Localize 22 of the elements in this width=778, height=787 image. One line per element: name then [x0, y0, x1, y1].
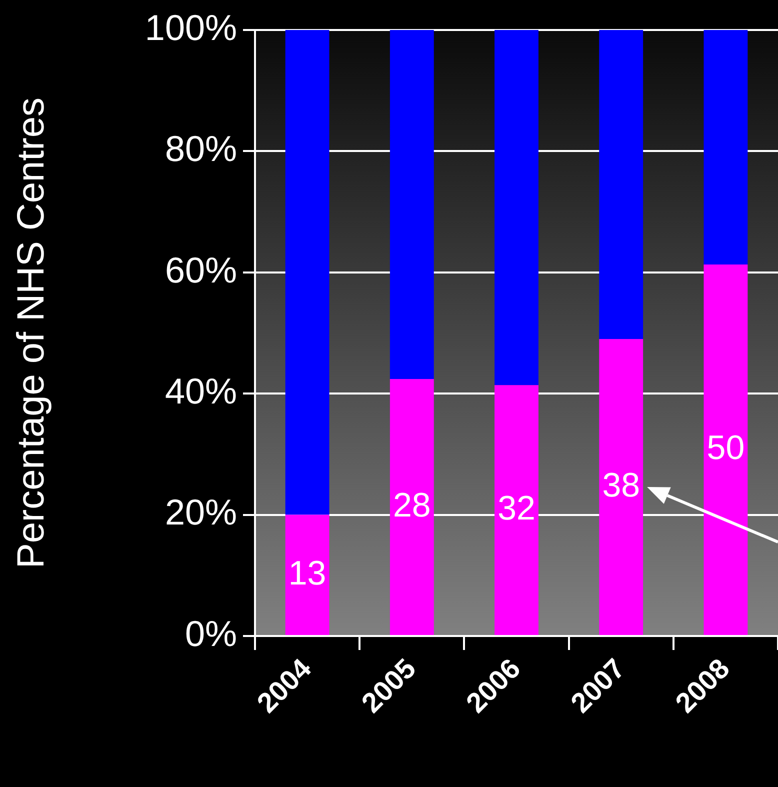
bar: [285, 30, 330, 515]
bar: [390, 30, 434, 380]
annotation: 13: [288, 554, 326, 592]
y-tick-label: 60%: [164, 249, 237, 290]
y-axis-title: Percentage of NHS Centres: [10, 97, 52, 569]
annotation: 28: [392, 486, 431, 524]
bar: [704, 30, 748, 265]
bar: [599, 30, 644, 340]
bar: [599, 339, 644, 635]
bar: [494, 30, 538, 386]
annotation: 32: [498, 489, 536, 528]
annotation: 38: [602, 466, 640, 504]
y-tick-label: 40%: [164, 370, 237, 412]
y-tick-label: 80%: [164, 128, 237, 170]
bar: [704, 264, 748, 635]
annotation: 50: [706, 429, 745, 468]
y-tick-label: 0%: [184, 612, 237, 654]
bar: [390, 379, 434, 635]
bar: [494, 385, 538, 635]
y-tick-label: 20%: [164, 492, 237, 533]
bar: [285, 514, 330, 635]
y-tick-label: 100%: [144, 6, 237, 48]
